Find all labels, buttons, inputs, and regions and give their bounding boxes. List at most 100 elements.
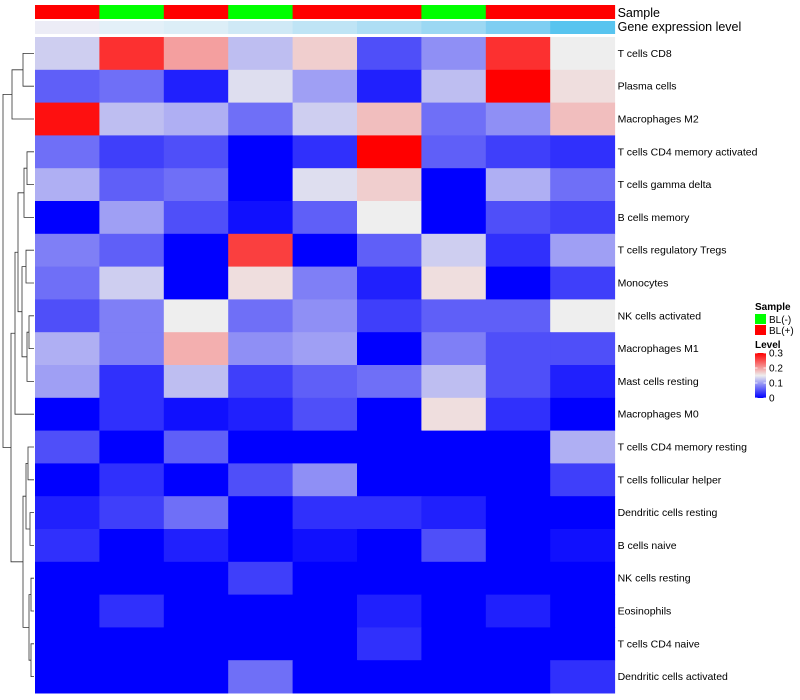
row-label: Dendritic cells activated: [618, 671, 728, 683]
heatmap-cell: [485, 201, 551, 235]
heatmap-cell: [357, 529, 422, 563]
expression-annotation-cell: [292, 21, 358, 34]
row-label: Mast cells resting: [618, 376, 699, 388]
heatmap-cell: [292, 660, 358, 694]
heatmap-cell: [550, 201, 616, 235]
heatmap-cell: [163, 397, 229, 432]
heatmap-cell: [35, 102, 100, 136]
heatmap-cell: [421, 168, 487, 202]
row-label: T cells CD4 memory activated: [618, 146, 758, 158]
heatmap-cell: [421, 496, 487, 530]
dendrogram-branch: [27, 446, 34, 481]
heatmap-cell: [357, 561, 422, 596]
dendrogram-branch: [17, 192, 24, 313]
heatmap-cell: [292, 430, 358, 464]
heatmap-cell: [35, 69, 100, 104]
heatmap-cell: [421, 69, 487, 104]
row-label: Macrophages M2: [618, 114, 699, 126]
heatmap-cell: [35, 660, 100, 694]
heatmap-cell: [99, 365, 165, 399]
heatmap-cell: [163, 168, 229, 202]
heatmap-cell: [228, 102, 294, 136]
row-label: T cells regulatory Tregs: [618, 245, 727, 257]
dendrogram-branch: [25, 249, 34, 284]
heatmap-cell: [357, 69, 422, 104]
expression-annotation-cell: [99, 21, 165, 34]
heatmap-cell: [485, 496, 551, 530]
heatmap-cell: [99, 299, 165, 333]
heatmap-cell: [99, 102, 165, 136]
heatmap-cell: [485, 660, 551, 694]
heatmap-cell: [485, 430, 551, 464]
row-label: Dendritic cells resting: [618, 507, 718, 519]
heatmap-cell: [99, 332, 165, 366]
heatmap-cell: [485, 561, 551, 596]
heatmap-cell: [228, 135, 294, 169]
heatmap-cell: [485, 233, 551, 268]
row-label: T cells CD4 memory resting: [618, 442, 747, 454]
heatmap-cell: [550, 135, 616, 169]
heatmap-cell: [421, 365, 487, 399]
heatmap-cell: [485, 37, 551, 71]
sample-annotation-cell: [99, 5, 165, 19]
heatmap-cell: [292, 299, 358, 333]
heatmap-cell: [485, 365, 551, 399]
heatmap-cell: [550, 37, 616, 71]
heatmap-cell: [35, 529, 100, 563]
heatmap-cell: [35, 266, 100, 300]
heatmap-cell: [292, 266, 358, 300]
heatmap-cell: [35, 168, 100, 202]
heatmap-cell: [421, 266, 487, 300]
dendrogram-branch: [2, 94, 12, 448]
heatmap-cell: [228, 463, 294, 497]
heatmap-cell: [163, 299, 229, 333]
heatmap-cell: [550, 299, 616, 333]
heatmap-cell: [292, 594, 358, 628]
heatmap-cell: [485, 299, 551, 333]
heatmap-cell: [228, 627, 294, 661]
sample-annotation-cell: [550, 5, 616, 19]
row-label: Plasma cells: [618, 81, 677, 93]
expression-annotation-cell: [35, 21, 100, 34]
heatmap-cell: [357, 37, 422, 71]
heatmap-cell: [228, 496, 294, 530]
dendrogram-branch: [23, 167, 34, 218]
heatmap-cell: [421, 233, 487, 268]
heatmap-cell: [292, 102, 358, 136]
expression-annotation-cell: [228, 21, 294, 34]
heatmap-cell: [35, 463, 100, 497]
heatmap-cell: [228, 37, 294, 71]
heatmap-cell: [357, 463, 422, 497]
level-legend-title: Level: [755, 340, 781, 351]
heatmap-cell: [163, 69, 229, 104]
sample-annotation-cell: [357, 5, 422, 19]
sample-legend-swatch: [755, 314, 766, 324]
heatmap-cell: [163, 660, 229, 694]
heatmap-cell: [292, 135, 358, 169]
sample-legend-label: BL(-): [769, 315, 791, 326]
heatmap-cell: [99, 496, 165, 530]
heatmap-cell: [163, 37, 229, 71]
row-label: B cells naive: [618, 540, 677, 552]
heatmap-cell: [35, 299, 100, 333]
heatmap-cell: [228, 168, 294, 202]
heatmap-cell: [163, 594, 229, 628]
row-label: NK cells resting: [618, 573, 691, 585]
row-label: T cells follicular helper: [618, 474, 722, 486]
heatmap-cell: [550, 168, 616, 202]
dendrogram-branch: [26, 331, 34, 382]
heatmap-cell: [421, 594, 487, 628]
heatmap-cell: [550, 463, 616, 497]
dendrogram-branch: [22, 53, 34, 87]
heatmap-cell: [292, 529, 358, 563]
heatmap-cell: [421, 102, 487, 136]
dendrogram-branch: [28, 315, 34, 349]
heatmap-cell: [35, 135, 100, 169]
heatmap-cell: [550, 627, 616, 661]
heatmap-cell: [550, 102, 616, 136]
sample-annotation-cell: [421, 5, 487, 19]
row-label: Monocytes: [618, 278, 669, 290]
heatmap-cell: [228, 397, 294, 432]
row-label: T cells CD4 naive: [618, 638, 700, 650]
heatmap-cell: [99, 201, 165, 235]
